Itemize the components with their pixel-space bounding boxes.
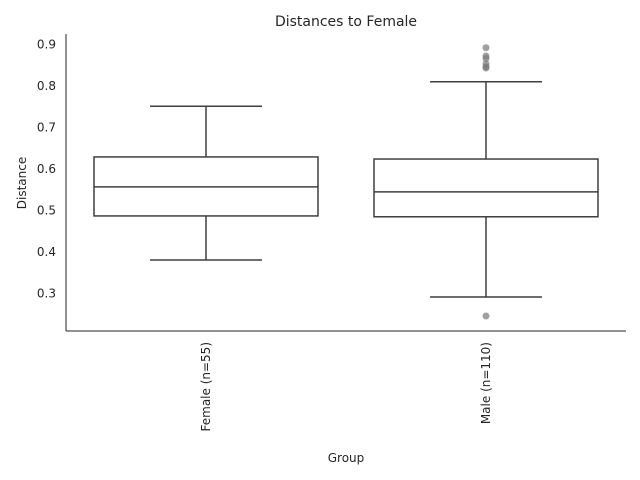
boxes xyxy=(93,44,599,320)
outlier-point xyxy=(482,44,490,52)
y-tick-label: 0.7 xyxy=(37,120,56,134)
box-group xyxy=(373,44,599,320)
y-tick-label: 0.8 xyxy=(37,79,56,93)
y-tick-label: 0.9 xyxy=(37,37,56,51)
box-group xyxy=(93,105,319,261)
y-tick-labels: 0.3 0.4 0.5 0.6 0.7 0.8 0.9 xyxy=(37,37,56,300)
y-tick-label: 0.3 xyxy=(37,287,56,301)
x-axis-title: Group xyxy=(328,451,365,465)
y-tick-label: 0.4 xyxy=(37,245,56,259)
y-tick-label: 0.6 xyxy=(37,162,56,176)
outlier-point xyxy=(482,312,490,320)
x-tick-label: Female (n=55) xyxy=(199,342,213,432)
x-tick-labels: Female (n=55) Male (n=110) xyxy=(199,342,493,432)
chart-title: Distances to Female xyxy=(275,14,417,30)
y-tick-label: 0.5 xyxy=(37,204,56,218)
outlier-point xyxy=(482,52,490,60)
iqr-box xyxy=(373,158,599,218)
outlier-point xyxy=(482,60,490,68)
x-tick-label: Male (n=110) xyxy=(479,342,493,424)
y-axis-title: Distance xyxy=(15,157,29,209)
